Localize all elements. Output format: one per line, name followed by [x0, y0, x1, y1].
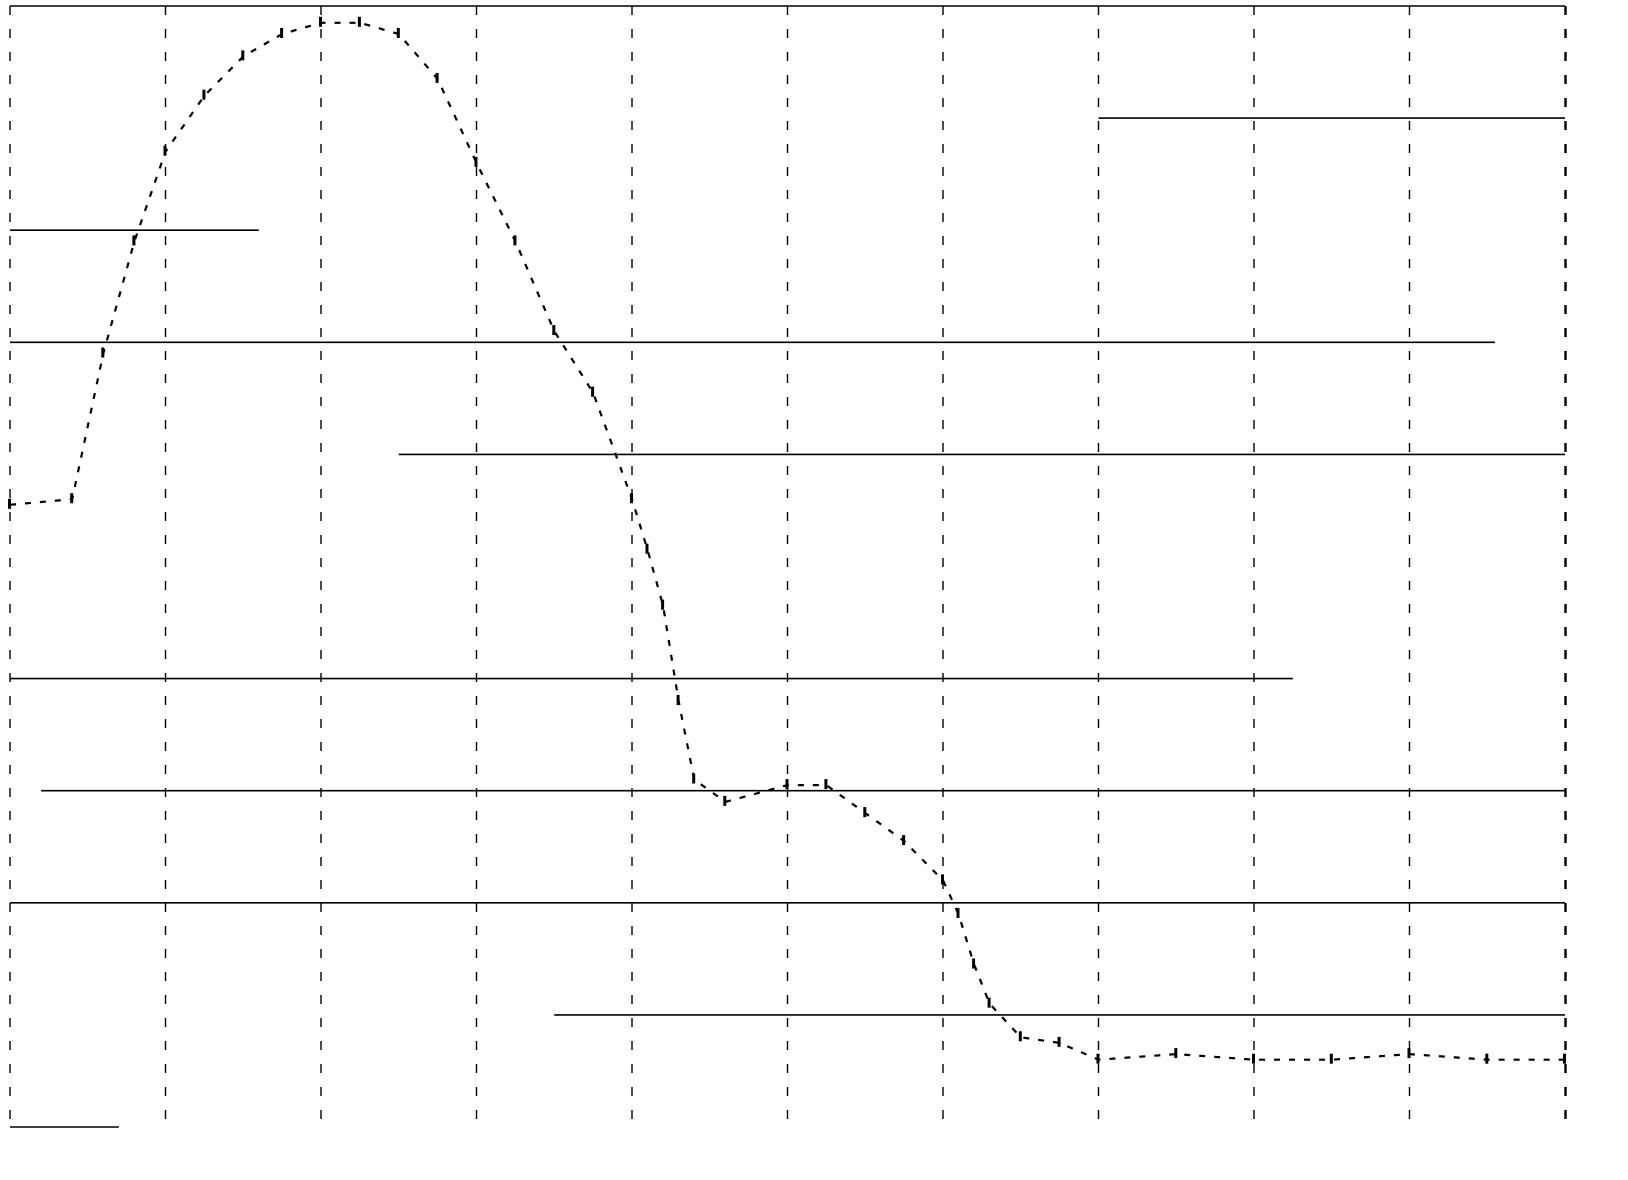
- data-point: [132, 235, 136, 246]
- data-point: [1057, 1036, 1061, 1047]
- data-point: [396, 28, 400, 38]
- data-point: [591, 386, 595, 397]
- data-point: [163, 145, 167, 156]
- data-point: [319, 16, 322, 27]
- data-point: [972, 958, 976, 969]
- data-point: [661, 599, 665, 610]
- data-point: [824, 779, 828, 790]
- data-point: [435, 72, 439, 83]
- data-point: [101, 347, 105, 358]
- data-point: [902, 835, 906, 846]
- data-point: [1252, 1053, 1255, 1064]
- data-point: [692, 773, 696, 784]
- data-point: [357, 16, 361, 27]
- data-point: [280, 28, 284, 38]
- grid-lines: [9, 5, 1567, 1128]
- data-point: [630, 493, 633, 504]
- data-point: [676, 695, 680, 705]
- data-point: [956, 908, 960, 918]
- data-point: [1174, 1048, 1178, 1059]
- data-point: [1407, 1048, 1411, 1059]
- data-point: [1018, 1031, 1022, 1042]
- data-point: [552, 325, 556, 336]
- data-point: [1096, 1053, 1100, 1064]
- data-point: [70, 493, 74, 504]
- data-point: [645, 543, 649, 554]
- data-point: [1329, 1053, 1333, 1064]
- data-point: [863, 807, 867, 818]
- data-point: [202, 89, 206, 100]
- data-point: [1485, 1053, 1489, 1064]
- data-point: [241, 50, 245, 61]
- data-point: [1563, 1053, 1566, 1064]
- series-layer: [8, 16, 1566, 1064]
- data-point: [8, 498, 11, 509]
- data-point: [513, 235, 517, 246]
- data-point: [723, 795, 727, 806]
- data-point: [987, 997, 991, 1008]
- data-point: [941, 874, 944, 885]
- data-point: [785, 779, 789, 790]
- data-point: [474, 156, 478, 167]
